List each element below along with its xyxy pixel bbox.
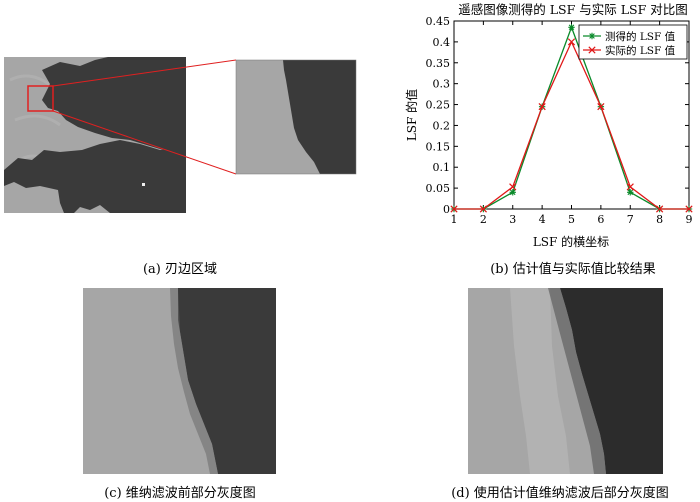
y-axis-ticks: 0 0.05 0.1 0.15 0.2 0.25 0.3 0.35 0.4 0.45 [426,15,689,216]
panel-c: (c) 维纳滤波前部分灰度图 [0,286,360,502]
data-point [597,103,605,111]
panel-d: (d) 使用估计值维纳滤波后部分灰度图 [360,286,700,502]
data-point [685,205,693,213]
x-axis-ticks: 1 2 3 4 5 6 7 8 9 [451,21,693,226]
x-axis-label: LSF 的横坐标 [533,234,609,249]
series-line [454,40,689,210]
x-tick-label: 7 [627,213,634,226]
x-tick-label: 4 [539,213,546,226]
after-filter-image [468,288,663,474]
data-point [479,205,487,213]
zoom-line-bottom [52,110,237,175]
x-tick-label: 5 [568,213,575,226]
legend-marker [588,32,596,40]
y-tick-label: 0.1 [433,161,451,174]
legend-label: 测得的 LSF 值 [605,30,676,43]
data-point [538,103,546,111]
y-tick-label: 0.4 [433,36,451,49]
x-tick-label: 2 [480,213,487,226]
before-filter-image [83,288,276,474]
data-point [627,189,634,196]
y-tick-label: 0.45 [426,15,451,28]
caption-d: (d) 使用估计值维纳滤波后部分灰度图 [451,486,669,501]
data-point [567,38,576,46]
zoom-box [27,85,54,112]
caption-c: (c) 维纳滤波前部分灰度图 [104,486,256,501]
data-point [509,189,516,196]
zoom-line-top [52,59,237,87]
panel-b: 遥感图像测得的 LSF 与实际 LSF 对比图 0 0.05 0.1 0.15 0.2 0… [398,0,700,280]
series-2 [450,38,693,213]
data-point [568,24,575,31]
caption-a: (a) 刃边区域 [142,262,218,277]
y-tick-label: 0.3 [433,78,451,91]
data-point [450,205,458,213]
legend-marker [588,46,596,54]
y-tick-label: 0.35 [426,57,451,70]
data-point [656,205,664,213]
y-tick-label: 0.15 [426,140,451,153]
data-point [626,183,634,191]
x-tick-label: 9 [686,213,693,226]
y-tick-label: 0 [443,203,450,216]
water-upper [42,57,186,152]
x-tick-label: 8 [656,213,663,226]
x-tick-label: 3 [509,213,516,226]
legend-label: 实际的 LSF 值 [605,44,676,57]
edge-region-image [4,57,357,213]
panel-a: (a) 刃边区域 [0,0,360,280]
data-point [509,183,517,191]
zoom-inset [235,59,357,175]
caption-b: (b) 估计值与实际值比较结果 [490,262,656,277]
y-tick-label: 0.25 [426,99,451,112]
x-tick-label: 6 [597,213,604,226]
y-tick-label: 0.2 [433,119,451,132]
y-axis-label: LSF 的值 [404,89,419,141]
y-tick-label: 0.05 [426,182,451,195]
lsf-chart: 遥感图像测得的 LSF 与实际 LSF 对比图 00.050.10.150.20… [404,2,693,249]
legend-box [578,24,688,60]
series-layer [450,24,693,213]
chart-title: 遥感图像测得的 LSF 与实际 LSF 对比图 [458,2,687,17]
island [142,183,145,186]
water-lower [4,140,186,213]
x-tick-label: 1 [451,213,458,226]
